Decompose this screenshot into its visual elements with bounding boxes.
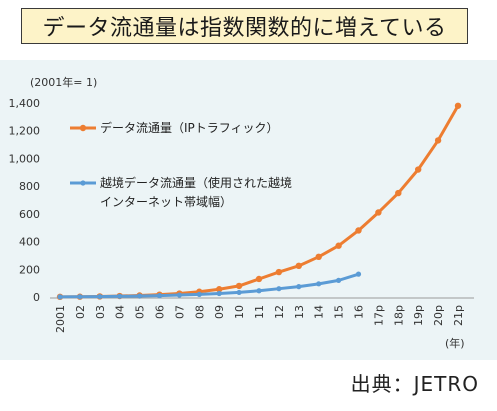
x-tick-label: 19p bbox=[412, 305, 425, 326]
series-1-point bbox=[137, 293, 143, 299]
x-tick-label: 14 bbox=[313, 305, 326, 319]
y-tick-label: 1,200 bbox=[9, 125, 41, 138]
x-tick-label: 20p bbox=[432, 305, 445, 326]
series-0-point bbox=[415, 166, 422, 173]
x-tick-label: 07 bbox=[173, 305, 186, 319]
source-credit: 出典：JETRO bbox=[350, 372, 479, 396]
x-tick-label: 11 bbox=[253, 305, 266, 319]
x-tick-label: 06 bbox=[154, 305, 167, 319]
series-0-point bbox=[275, 268, 283, 276]
y-tick-label: 400 bbox=[19, 236, 40, 249]
y-tick-label: 0 bbox=[33, 291, 40, 304]
x-tick-label: 13 bbox=[293, 305, 306, 319]
series-1-point bbox=[276, 286, 282, 292]
x-tick-label: 05 bbox=[134, 305, 147, 319]
series-0-point bbox=[295, 262, 302, 270]
x-tick-label: 21p bbox=[452, 305, 465, 326]
series-1-point bbox=[236, 289, 242, 296]
x-unit-label: (年) bbox=[445, 336, 465, 350]
series-0-point bbox=[216, 286, 223, 293]
y-unit-note: (2001年= 1) bbox=[30, 75, 97, 89]
chart-title: データ流通量は指数関数的に増えている bbox=[42, 16, 447, 41]
series-1-point bbox=[77, 294, 83, 300]
series-line-1 bbox=[58, 272, 360, 299]
x-tick-label: 18p bbox=[392, 305, 405, 326]
chart-panel: (2001年= 1) 0 200 400 600 800 1,000 1,200 1,400 20… bbox=[0, 60, 497, 360]
legend-0-marker bbox=[79, 124, 87, 132]
x-tick-label: 15 bbox=[333, 305, 346, 319]
x-tick-label: 09 bbox=[213, 305, 226, 319]
series-1-point bbox=[97, 293, 103, 300]
series-1-point bbox=[196, 291, 202, 297]
chart-title-box: データ流通量は指数関数的に増えている bbox=[21, 8, 468, 44]
series-0-point bbox=[255, 275, 263, 283]
series-1-point bbox=[256, 288, 262, 294]
series-0-point bbox=[395, 189, 402, 197]
series-0-point bbox=[235, 282, 243, 290]
x-tick-label: 16 bbox=[353, 305, 366, 319]
x-tick-label: 10 bbox=[233, 305, 246, 319]
series-0-point bbox=[355, 227, 362, 234]
series-0-point bbox=[454, 102, 462, 109]
series-1-point bbox=[296, 284, 302, 290]
x-tick-label: 17p bbox=[372, 305, 385, 326]
series-0-point bbox=[434, 137, 442, 144]
y-tick-label: 600 bbox=[19, 208, 40, 221]
x-tick-label: 08 bbox=[193, 305, 206, 319]
series-1-point bbox=[336, 277, 342, 283]
series-1-point bbox=[117, 293, 123, 299]
series-1-point bbox=[176, 292, 182, 298]
series-1-point bbox=[216, 290, 222, 297]
y-tick-label: 200 bbox=[19, 263, 40, 276]
y-tick-label: 1,400 bbox=[9, 97, 41, 110]
series-1-point bbox=[355, 271, 362, 277]
series-0-point bbox=[315, 253, 322, 261]
y-tick-label: 1,000 bbox=[9, 152, 41, 165]
legend-1-marker bbox=[80, 180, 86, 186]
series-0-point bbox=[375, 209, 382, 216]
y-tick-label: 800 bbox=[19, 180, 40, 193]
x-tick-label: 2001 bbox=[54, 305, 67, 333]
x-tick-label: 02 bbox=[74, 305, 87, 319]
x-tick-label: 03 bbox=[94, 305, 107, 319]
x-tick-label: 04 bbox=[114, 305, 127, 319]
series-1-point bbox=[316, 281, 322, 287]
legend-1-label-line1: 越境データ流通量（使用された越境 bbox=[100, 175, 292, 190]
series-1-point bbox=[57, 294, 63, 300]
legend-1-label-line2: インターネット帯域幅） bbox=[100, 194, 232, 209]
legend-0-label: データ流通量（IPトラフィック） bbox=[100, 120, 279, 135]
series-0-point bbox=[335, 242, 342, 249]
series-1-point bbox=[156, 293, 163, 299]
line-chart: (2001年= 1) 0 200 400 600 800 1,000 1,200 1,400 20… bbox=[9, 75, 474, 350]
x-tick-label: 12 bbox=[273, 305, 286, 319]
